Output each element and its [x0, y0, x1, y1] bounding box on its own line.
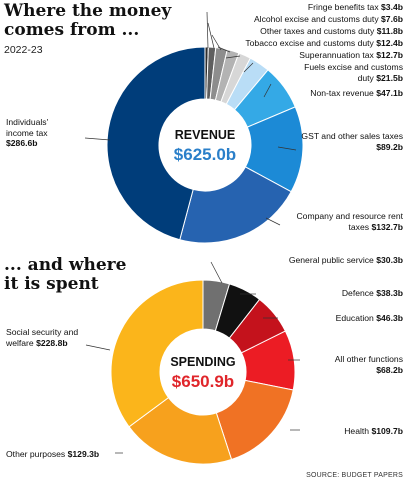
- revenue-leader-line-6: [263, 83, 272, 98]
- label-spending-0: General public service $30.3b: [288, 255, 403, 265]
- revenue-center-title: REVENUE: [175, 128, 235, 142]
- label-revenue-4: Superannuation tax $12.7b: [299, 50, 403, 60]
- revenue-slice-8: [179, 166, 292, 244]
- subtitle-year: 2022-23: [4, 44, 43, 56]
- label-revenue-3: Tobacco excise and customs duty $12.4b: [245, 38, 403, 48]
- label-revenue-1: Alcohol excise and customs duty $7.6b: [253, 14, 403, 24]
- title-line-2: comes from ...: [4, 20, 140, 40]
- revenue-leader-line-4: [225, 55, 241, 59]
- spending-center-value: $650.9b: [172, 372, 234, 391]
- label-spending-2: Education $46.3b: [335, 313, 403, 323]
- revenue-leader-line-8: [265, 217, 281, 226]
- spending-leader-line-6: [85, 344, 111, 351]
- label-spending-3: All other functions $68.2b: [334, 354, 403, 375]
- source-note: SOURCE: BUDGET PAPERS: [306, 472, 403, 479]
- label-revenue-9: Individuals' income tax $286.6b: [6, 117, 49, 148]
- label-revenue-2: Other taxes and customs duty $11.8b: [260, 26, 403, 36]
- label-revenue-5: Fuels excise and customs duty $21.5b: [304, 62, 403, 83]
- label-revenue-7: GST and other sales taxes $89.2b: [301, 131, 403, 152]
- label-revenue-8: Company and resource rent taxes $132.7b: [296, 211, 403, 232]
- revenue-slice-9: [106, 46, 206, 241]
- revenue-leader-line-9: [84, 137, 111, 141]
- spending-slice-5: [128, 396, 233, 465]
- label-spending-4: Health $109.7b: [344, 426, 403, 436]
- revenue-leader-line-0: [206, 11, 209, 49]
- label-revenue-0: Fringe benefits tax $3.4b: [307, 2, 403, 12]
- section2-title-line-2: it is spent: [4, 274, 99, 294]
- revenue-leader-line-3: [217, 46, 231, 53]
- spending-center-title: SPENDING: [170, 355, 235, 369]
- revenue-leader-line-1: [207, 22, 215, 49]
- spending-leader-line-0: [210, 261, 223, 284]
- label-spending-1: Defence $38.3b: [341, 288, 403, 298]
- title-line-1: Where the money: [4, 1, 172, 21]
- label-revenue-6: Non-tax revenue $47.1b: [310, 88, 403, 98]
- label-spending-6: Social security and welfare $228.8b: [6, 327, 79, 348]
- revenue-center-value: $625.0b: [174, 145, 236, 164]
- section2-title-line-1: ... and where: [4, 255, 127, 275]
- label-spending-5: Other purposes $129.3b: [6, 449, 100, 459]
- revenue-leader-line-5: [243, 62, 254, 73]
- spending-slice-6: [110, 279, 204, 428]
- revenue-leader-line-7: [277, 146, 297, 151]
